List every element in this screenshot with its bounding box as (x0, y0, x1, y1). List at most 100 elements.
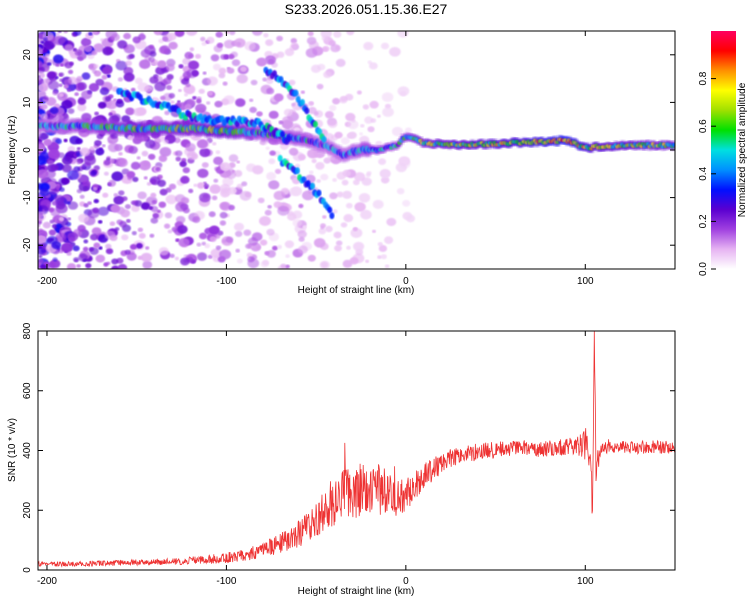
spectrogram-speckle (329, 192, 338, 200)
colorbar-ticks: 0.0 0.2 0.4 0.6 0.8 (698, 71, 716, 276)
spectrogram-speckle (66, 263, 77, 269)
spectrogram-speckle (348, 131, 357, 139)
spectrogram-speckle (278, 120, 284, 125)
spectrogram-speckle (63, 138, 68, 143)
spectrogram-speckle (192, 96, 197, 100)
spectrogram-speckle (149, 176, 161, 186)
spectrogram-speckle (99, 87, 110, 96)
spectrogram-speckle (93, 64, 99, 69)
colorbar-tick-label: 0.6 (698, 119, 709, 133)
spectrogram-speckle (288, 187, 299, 196)
spectrogram-speckle (63, 84, 69, 89)
spectrogram-speckle (137, 255, 143, 260)
spectrogram-speckle (111, 265, 120, 269)
spectrogram-speckle (283, 108, 293, 117)
branch-mark (316, 189, 322, 197)
spectrogram-speckle (336, 191, 344, 198)
x-tick-label: 100 (577, 576, 594, 587)
spectrogram-speckle (291, 102, 296, 107)
x-tick-label: 0 (403, 276, 409, 287)
spectrogram-speckle (67, 217, 72, 221)
spectrogram-speckle (219, 249, 232, 260)
spectrogram-speckle (72, 48, 77, 52)
spectrogram-y-ticks: -20 -10 0 10 20 (22, 49, 675, 252)
spectrogram-speckle (268, 110, 279, 119)
spectrogram-speckle (197, 168, 209, 178)
spectrogram-speckle (59, 93, 64, 97)
spectrogram-speckle (229, 31, 236, 36)
spectrogram-speckle (38, 246, 47, 255)
colorbar-tick-label: 0.0 (698, 262, 709, 276)
spectrogram-speckle (280, 263, 287, 269)
spectrogram-speckle (58, 72, 65, 77)
spectrogram-speckle (402, 199, 411, 207)
spectrogram-speckle (334, 131, 343, 139)
spectrogram-speckle (40, 264, 47, 269)
spectrogram-speckle (214, 100, 223, 108)
x-tick-label: -100 (216, 276, 236, 287)
spectrogram-speckle (332, 97, 341, 105)
spectrogram-speckle (265, 39, 274, 46)
spectrogram-speckle (247, 256, 255, 263)
spectrogram-speckle (188, 60, 200, 70)
spectrogram-speckle (117, 77, 123, 82)
spectrogram-speckle (104, 96, 111, 102)
y-tick-label: 600 (22, 382, 33, 399)
spectrogram-speckle (124, 249, 131, 255)
spectrogram-speckle (81, 90, 93, 100)
spectrogram-speckle (197, 182, 205, 189)
spectrogram-speckle (174, 256, 179, 261)
spectrogram-speckle (115, 100, 125, 108)
spectrogram-speckle (127, 176, 132, 181)
spectrogram-speckle (67, 108, 75, 114)
spectrogram-speckle (264, 209, 272, 216)
spectrogram-speckle (38, 223, 41, 228)
spectrogram-speckle (266, 172, 277, 181)
spectrogram-speckle (228, 154, 239, 163)
spectrogram-speckle (102, 46, 114, 56)
spectrogram-speckle (236, 74, 248, 84)
spectrogram-speckle (313, 238, 326, 248)
spectrogram-speckle (38, 141, 45, 149)
spectrogram-speckle (38, 254, 43, 259)
spectrogram-speckle (195, 53, 201, 59)
spectrogram-speckle (358, 193, 371, 203)
spectrogram-speckle (76, 160, 82, 165)
y-tick-label: 800 (22, 322, 33, 339)
spectrogram-speckle (215, 150, 221, 155)
spectrogram-speckle (125, 218, 131, 223)
spectrogram-speckle (83, 155, 96, 166)
spectrogram-speckle (83, 186, 89, 191)
spectrogram-speckle (152, 213, 159, 219)
spectrogram-speckle (148, 153, 156, 160)
spectrogram-speckle (74, 92, 79, 97)
snr-line-layer (38, 331, 675, 568)
spectrogram-speckle (198, 88, 205, 94)
spectrogram-speckle (204, 243, 211, 249)
spectrogram-speckle (61, 99, 73, 109)
spectrogram-speckle (40, 132, 49, 140)
spectrogram-speckle (360, 209, 372, 220)
spectrogram-speckle (39, 151, 50, 161)
spectrogram-speckle (54, 194, 65, 204)
spectrogram-speckle (135, 242, 143, 249)
spectrogram-speckle (219, 211, 228, 219)
spectrogram-speckle (324, 111, 334, 119)
spectrogram-speckle (61, 242, 73, 253)
spectrogram-speckle (212, 142, 217, 146)
spectrogram-speckle (97, 220, 103, 224)
spectrogram-speckle (59, 187, 65, 192)
spectrogram-speckle (139, 59, 151, 69)
spectrogram-speckle (206, 76, 218, 86)
spectrogram-speckle (38, 211, 46, 222)
spectrogram-speckle (150, 192, 157, 198)
spectrogram-speckle (276, 35, 283, 42)
spectrogram-speckle (103, 171, 109, 176)
spectrogram-speckle (298, 154, 306, 161)
spectrogram-speckle (266, 228, 275, 236)
branch-mark (312, 120, 318, 128)
spectrogram-speckle (359, 135, 370, 145)
spectrogram-speckle (51, 241, 62, 250)
spectrogram-speckle (334, 244, 342, 252)
spectrogram-y-axis-label: Frequency (Hz) (7, 116, 18, 185)
